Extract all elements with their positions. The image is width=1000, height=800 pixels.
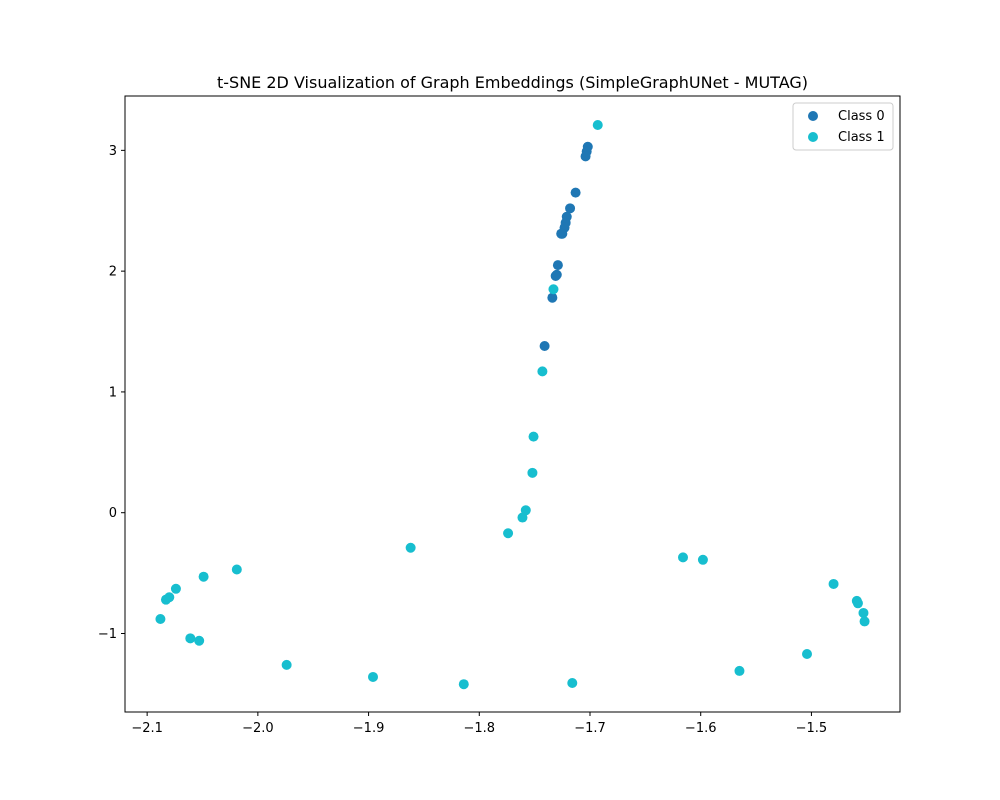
scatter-point-class-1 — [537, 366, 548, 377]
y-tick-label: 0 — [109, 506, 117, 521]
y-tick-label: 1 — [109, 385, 117, 400]
scatter-point-class-1 — [160, 594, 171, 605]
scatter-point-class-1 — [517, 512, 528, 523]
scatter-point-class-1 — [231, 564, 242, 575]
x-tick-label: −1.6 — [685, 721, 717, 736]
legend-label-class-0: Class 0 — [838, 109, 885, 124]
scatter-point-class-1 — [678, 552, 688, 563]
scatter-point-class-0 — [547, 292, 558, 303]
scatter-point-class-1 — [503, 528, 514, 539]
scatter-point-class-1 — [185, 633, 196, 644]
legend-box — [792, 102, 894, 151]
scatter-point-class-1 — [170, 583, 181, 594]
scatter-point-class-1 — [828, 578, 839, 589]
chart-title: t-SNE 2D Visualization of Graph Embeddin… — [217, 73, 808, 92]
scatter-point-class-1 — [527, 467, 538, 478]
scatter-point-class-1 — [592, 119, 603, 130]
scatter-point-class-0 — [552, 260, 563, 271]
scatter-point-class-1 — [368, 671, 378, 682]
axis-ticks: −2.1 −2.0 −1.9 −1.8 −1.7 −1.6 −1.5 −1 0 1 2 3 — [98, 144, 827, 736]
scatter-point-class-1 — [405, 542, 416, 553]
plot-area-frame — [124, 95, 901, 713]
x-tick-label: −1.5 — [796, 721, 828, 736]
data-points — [155, 119, 870, 690]
x-tick-label: −1.9 — [353, 721, 385, 736]
scatter-point-class-1 — [852, 598, 863, 609]
scatter-point-class-1 — [155, 613, 166, 624]
y-tick-label: 3 — [109, 144, 117, 159]
legend-marker-class-0 — [808, 111, 818, 121]
scatter-point-class-0 — [565, 203, 576, 214]
scatter-point-class-0 — [550, 270, 561, 281]
scatter-point-class-1 — [458, 679, 469, 690]
x-tick-label: −2.0 — [242, 721, 274, 736]
scatter-point-class-1 — [198, 571, 209, 582]
legend-marker-class-1 — [808, 132, 818, 142]
scatter-point-class-0 — [580, 151, 591, 162]
x-tick-label: −2.1 — [131, 721, 163, 736]
scatter-point-class-0 — [539, 341, 550, 352]
legend-label-class-1: Class 1 — [838, 130, 885, 145]
scatter-point-class-0 — [570, 187, 581, 198]
y-tick-label: −1 — [98, 627, 117, 642]
scatter-point-class-1 — [194, 635, 205, 646]
scatter-point-class-1 — [548, 284, 559, 295]
scatter-point-class-1 — [281, 659, 292, 670]
scatter-point-class-1 — [697, 554, 708, 565]
scatter-point-class-1 — [567, 678, 578, 689]
x-tick-label: −1.7 — [574, 721, 606, 736]
scatter-point-class-0 — [556, 228, 567, 239]
legend: Class 0 Class 1 — [792, 102, 894, 151]
scatter-point-class-1 — [734, 665, 745, 676]
y-tick-label: 2 — [109, 265, 117, 280]
scatter-point-class-1 — [528, 431, 539, 442]
scatter-point-class-1 — [802, 649, 812, 660]
scatter-point-class-1 — [858, 607, 869, 618]
x-tick-label: −1.8 — [463, 721, 495, 736]
scatter-point-class-1 — [859, 616, 870, 627]
